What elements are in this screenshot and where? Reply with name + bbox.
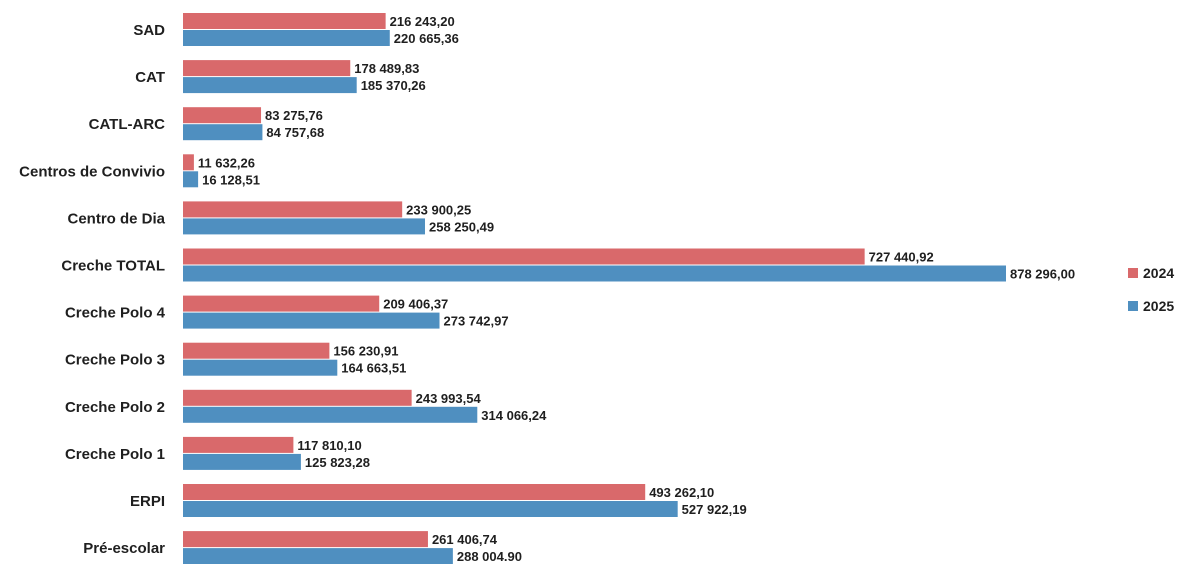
data-label-2025-sad: 220 665,36 xyxy=(394,31,459,46)
data-label-2024-creche-polo-1: 117 810,10 xyxy=(297,438,361,453)
category-label-creche-polo-3: Creche Polo 3 xyxy=(65,352,165,369)
data-label-2024-creche-polo-2: 243 993,54 xyxy=(416,391,482,406)
category-label-creche-total: Creche TOTAL xyxy=(61,258,165,275)
bar-2025-creche-polo-1 xyxy=(183,453,301,470)
data-label-2024-creche-total: 727 440,92 xyxy=(869,250,934,265)
data-label-2025-centro-de-dia: 258 250,49 xyxy=(429,219,494,234)
data-label-2024-catl-arc: 83 275,76 xyxy=(265,108,323,123)
bar-2025-creche-polo-4 xyxy=(183,312,440,329)
bar-2025-creche-polo-3 xyxy=(183,359,338,376)
data-label-2025-creche-polo-1: 125 823,28 xyxy=(305,455,370,470)
category-label-cat: CAT xyxy=(135,69,165,86)
bars-group xyxy=(183,13,1006,564)
category-label-creche-polo-4: Creche Polo 4 xyxy=(65,305,166,322)
bar-2025-creche-polo-2 xyxy=(183,406,478,423)
bar-2024-sad xyxy=(183,13,386,29)
bar-2024-centro-de-dia xyxy=(183,201,403,218)
bar-2024-catl-arc xyxy=(183,107,262,124)
data-label-2025-creche-total: 878 296,00 xyxy=(1010,267,1075,282)
category-axis: SAD CAT CATL-ARC Centros de Convivio Centro … xyxy=(19,22,166,557)
bar-2024-creche-total xyxy=(183,248,865,265)
data-label-2025-creche-polo-4: 273 742,97 xyxy=(444,314,509,329)
data-label-2025-creche-polo-3: 164 663,51 xyxy=(341,361,406,376)
data-label-2025-creche-polo-2: 314 066,24 xyxy=(481,408,547,423)
data-label-2024-creche-polo-4: 209 406,37 xyxy=(383,297,448,312)
bar-2025-creche-total xyxy=(183,265,1006,282)
data-label-2024-pre-escolar: 261 406,74 xyxy=(432,532,498,547)
category-label-creche-polo-1: Creche Polo 1 xyxy=(65,446,165,463)
category-label-catl-arc: CATL-ARC xyxy=(89,116,166,133)
value-labels-group: 216 243,20 220 665,36 178 489,83 185 370,26… xyxy=(198,14,1075,564)
category-label-centros-de-convivio: Centros de Convivio xyxy=(19,163,165,180)
bar-2024-creche-polo-3 xyxy=(183,342,330,359)
bar-2025-cat xyxy=(183,77,357,94)
bar-2024-creche-polo-4 xyxy=(183,295,380,312)
legend-label-2024: 2024 xyxy=(1143,265,1174,281)
bar-2024-creche-polo-1 xyxy=(183,436,294,453)
category-label-sad: SAD xyxy=(133,22,165,39)
category-label-erpi: ERPI xyxy=(130,493,165,510)
bar-2025-erpi xyxy=(183,501,678,517)
bar-2025-catl-arc xyxy=(183,124,263,141)
data-label-2025-centros-de-convivio: 16 128,51 xyxy=(202,172,260,187)
data-label-2024-centro-de-dia: 233 900,25 xyxy=(406,202,471,217)
legend: 2024 2025 xyxy=(1128,265,1174,314)
bar-2025-centros-de-convivio xyxy=(183,171,199,188)
category-label-pre-escolar: Pré-escolar xyxy=(83,540,165,557)
bar-2025-pre-escolar xyxy=(183,548,453,564)
bar-2024-erpi xyxy=(183,484,646,500)
bar-2024-creche-polo-2 xyxy=(183,389,412,406)
bar-2025-centro-de-dia xyxy=(183,218,425,235)
data-label-2024-creche-polo-3: 156 230,91 xyxy=(333,344,398,359)
legend-swatch-2024 xyxy=(1128,268,1138,278)
bar-2024-pre-escolar xyxy=(183,531,428,548)
data-label-2025-cat: 185 370,26 xyxy=(361,78,426,93)
category-label-creche-polo-2: Creche Polo 2 xyxy=(65,399,165,416)
legend-label-2025: 2025 xyxy=(1143,298,1174,314)
legend-swatch-2025 xyxy=(1128,301,1138,311)
data-label-2025-catl-arc: 84 757,68 xyxy=(266,125,324,140)
data-label-2024-sad: 216 243,20 xyxy=(390,14,455,29)
bar-2024-cat xyxy=(183,60,351,77)
data-label-2024-erpi: 493 262,10 xyxy=(649,485,714,500)
data-label-2024-centros-de-convivio: 11 632,26 xyxy=(198,155,255,170)
data-label-2024-cat: 178 489,83 xyxy=(354,61,419,76)
category-label-centro-de-dia: Centro de Dia xyxy=(67,210,165,227)
data-label-2025-erpi: 527 922,19 xyxy=(682,502,747,517)
data-label-2025-pre-escolar: 288 004.90 xyxy=(457,549,522,564)
bar-2025-sad xyxy=(183,30,390,46)
bar-2024-centros-de-convivio xyxy=(183,154,194,171)
